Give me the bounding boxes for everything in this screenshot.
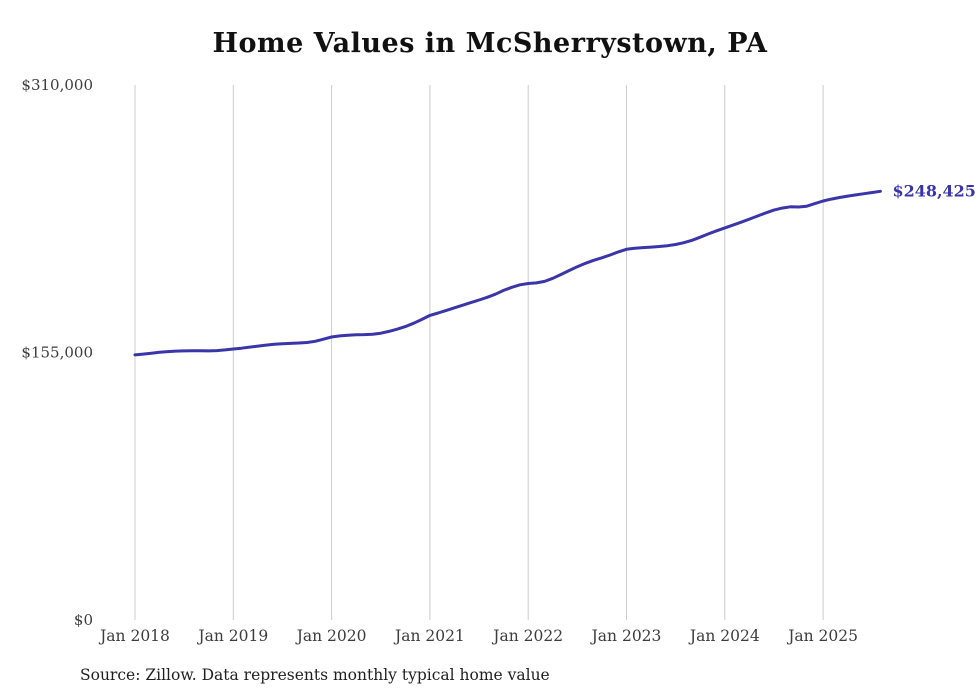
x-axis-tick-label: Jan 2024 [688,627,760,645]
chart-title: Home Values in McSherrystown, PA [212,28,768,59]
end-value-label: $248,425 [892,181,976,200]
home-value-line [133,189,882,357]
y-axis-tick-label: $155,000 [21,344,93,362]
x-axis-tick-label: Jan 2022 [491,627,563,645]
x-axis-tick-label: Jan 2025 [786,627,858,645]
x-axis-tick-label: Jan 2021 [393,627,465,645]
x-axis-tick-label: Jan 2020 [295,627,367,645]
x-axis-tick-label: Jan 2018 [98,627,170,645]
x-axis-tick-label: Jan 2023 [590,627,662,645]
y-axis-tick-label: $0 [74,611,93,629]
y-axis-tick-label: $310,000 [21,76,93,94]
x-axis-tick-label: Jan 2019 [196,627,268,645]
source-note: Source: Zillow. Data represents monthly … [80,666,550,684]
